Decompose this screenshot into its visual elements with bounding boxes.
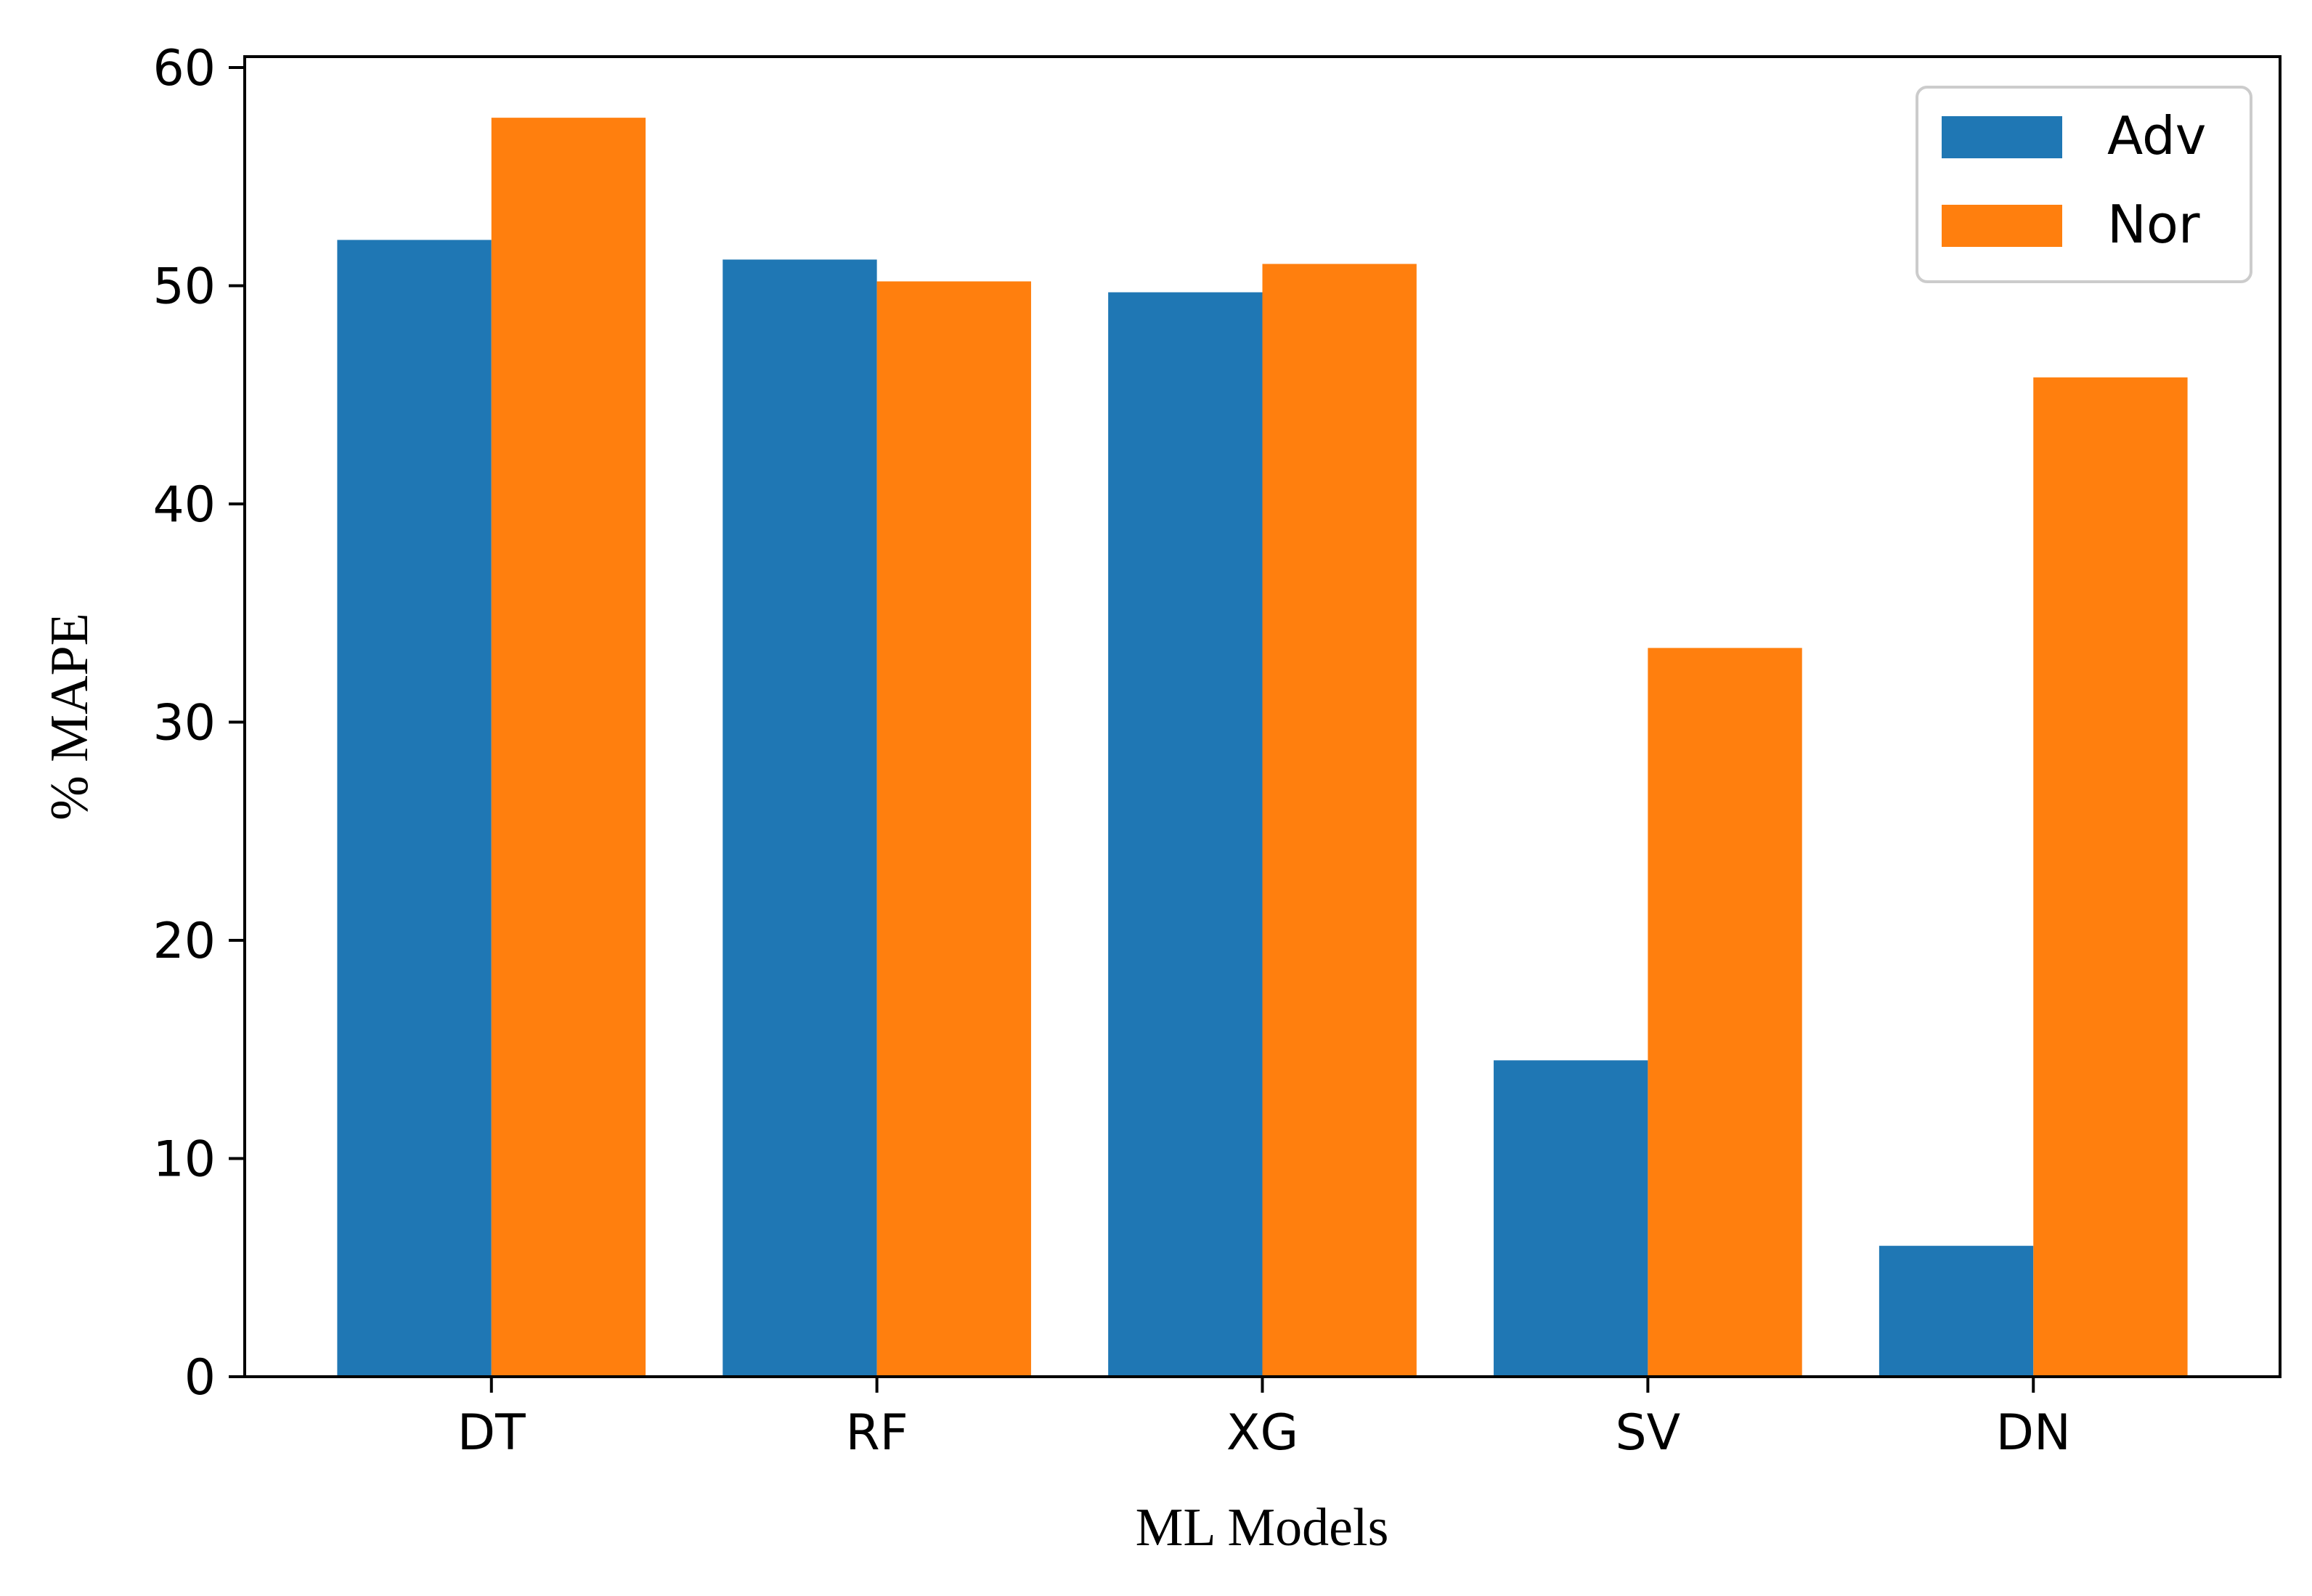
legend-swatch-nor: [1942, 205, 2062, 247]
x-axis: DT RF XG SV DN: [457, 1377, 2071, 1462]
x-tick-label-dn: DN: [1996, 1404, 2071, 1462]
y-tick-label: 60: [152, 40, 216, 97]
x-tick-label-dt: DT: [457, 1404, 526, 1462]
legend-label-nor: Nor: [2107, 194, 2200, 255]
y-tick-label: 0: [184, 1349, 216, 1406]
x-tick-label-sv: SV: [1616, 1404, 1681, 1462]
bar-nor-xg: [1262, 264, 1417, 1377]
bar-nor-rf: [876, 281, 1031, 1377]
bar-adv-rf: [722, 259, 877, 1377]
x-axis-label: ML Models: [1136, 1498, 1389, 1558]
bar-nor-dn: [2033, 377, 2188, 1377]
bar-adv-dt: [337, 240, 492, 1377]
x-tick-label-rf: RF: [845, 1404, 908, 1462]
y-tick-label: 50: [152, 258, 216, 316]
bar-nor-dt: [491, 118, 646, 1377]
y-tick-label: 40: [152, 476, 216, 534]
bar-adv-dn: [1878, 1245, 2034, 1377]
legend-label-adv: Adv: [2107, 105, 2206, 166]
y-axis: 0 10 20 30 40 50 60: [152, 40, 245, 1406]
y-axis-label: % MAPE: [40, 613, 99, 821]
y-tick-label: 30: [152, 695, 216, 752]
bars-layer: [337, 118, 2188, 1377]
y-tick-label: 10: [152, 1131, 216, 1189]
bar-adv-xg: [1108, 292, 1263, 1377]
y-tick-label: 20: [152, 913, 216, 970]
legend: Adv Nor: [1916, 86, 2252, 283]
bar-nor-sv: [1648, 648, 1802, 1377]
legend-swatch-adv: [1942, 116, 2062, 158]
x-tick-label-xg: XG: [1226, 1404, 1298, 1462]
bar-adv-sv: [1494, 1060, 1648, 1377]
